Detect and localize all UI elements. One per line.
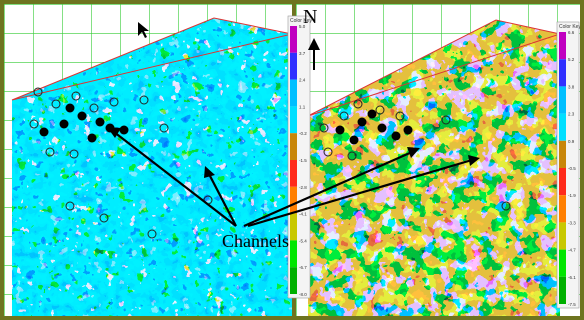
map-panel-left (4, 4, 292, 316)
map-canvas-right (296, 4, 580, 316)
channel-wells-right (335, 109, 413, 145)
survey-edge-right (307, 19, 562, 117)
map-panel-right (296, 4, 580, 316)
map-canvas-left (4, 4, 292, 316)
channel-wells-left (39, 103, 129, 143)
survey-edge-left (11, 17, 292, 101)
channels-label: Channels (222, 231, 289, 251)
north-label: N (303, 6, 318, 28)
